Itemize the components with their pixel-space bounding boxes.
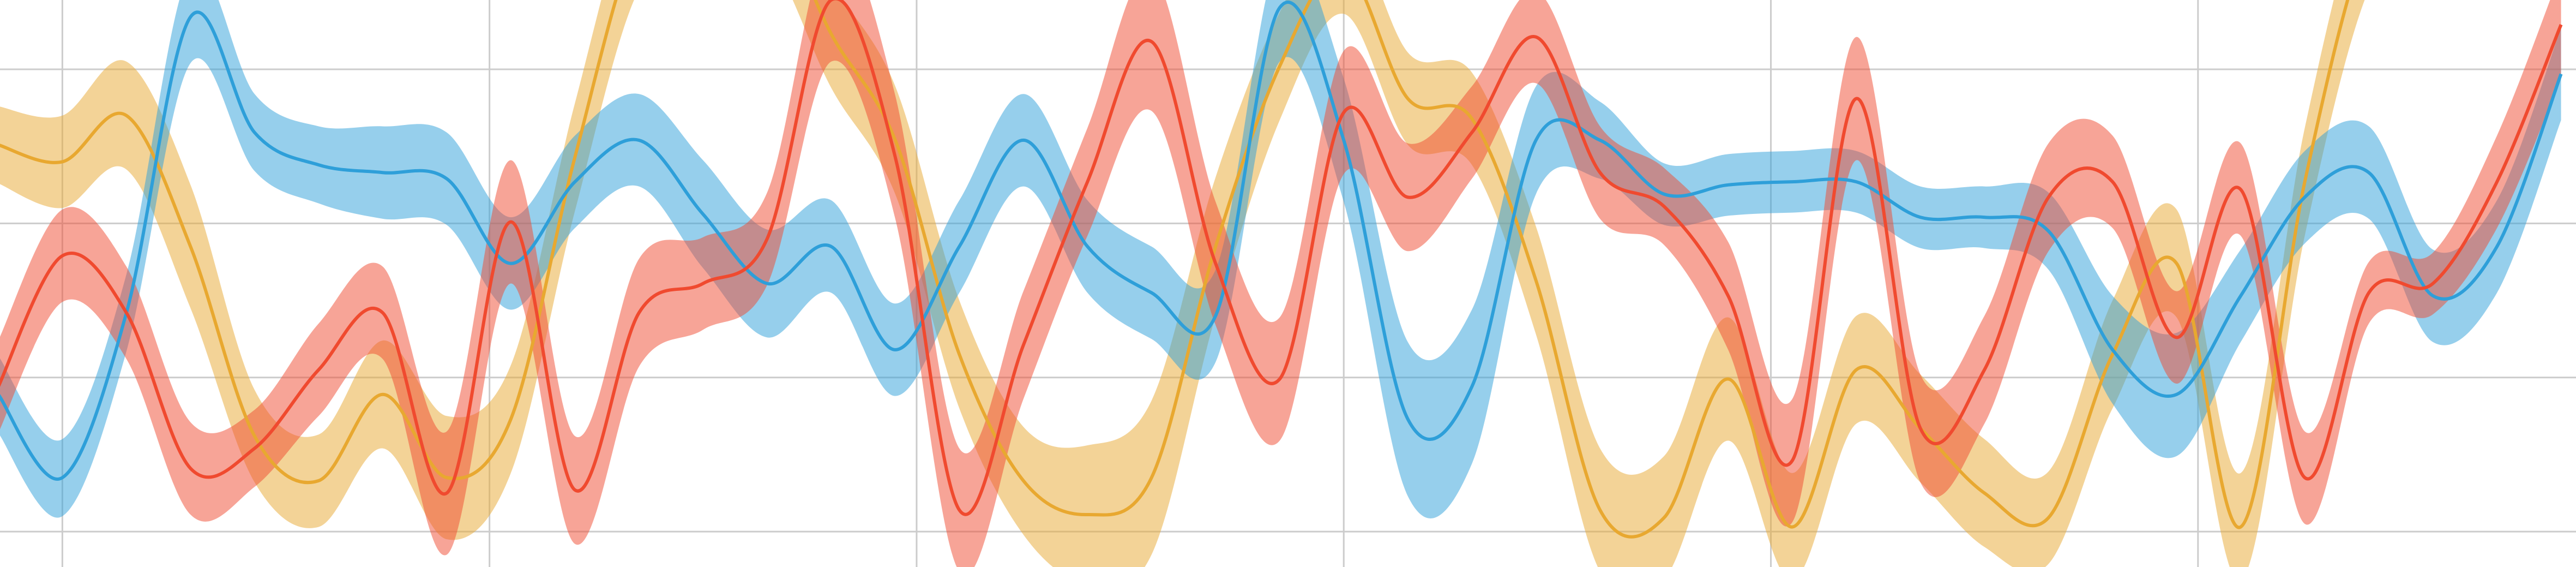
line bbox=[0, 1, 2563, 481]
confidence-band bbox=[0, 0, 2561, 518]
line bbox=[0, 0, 2563, 516]
